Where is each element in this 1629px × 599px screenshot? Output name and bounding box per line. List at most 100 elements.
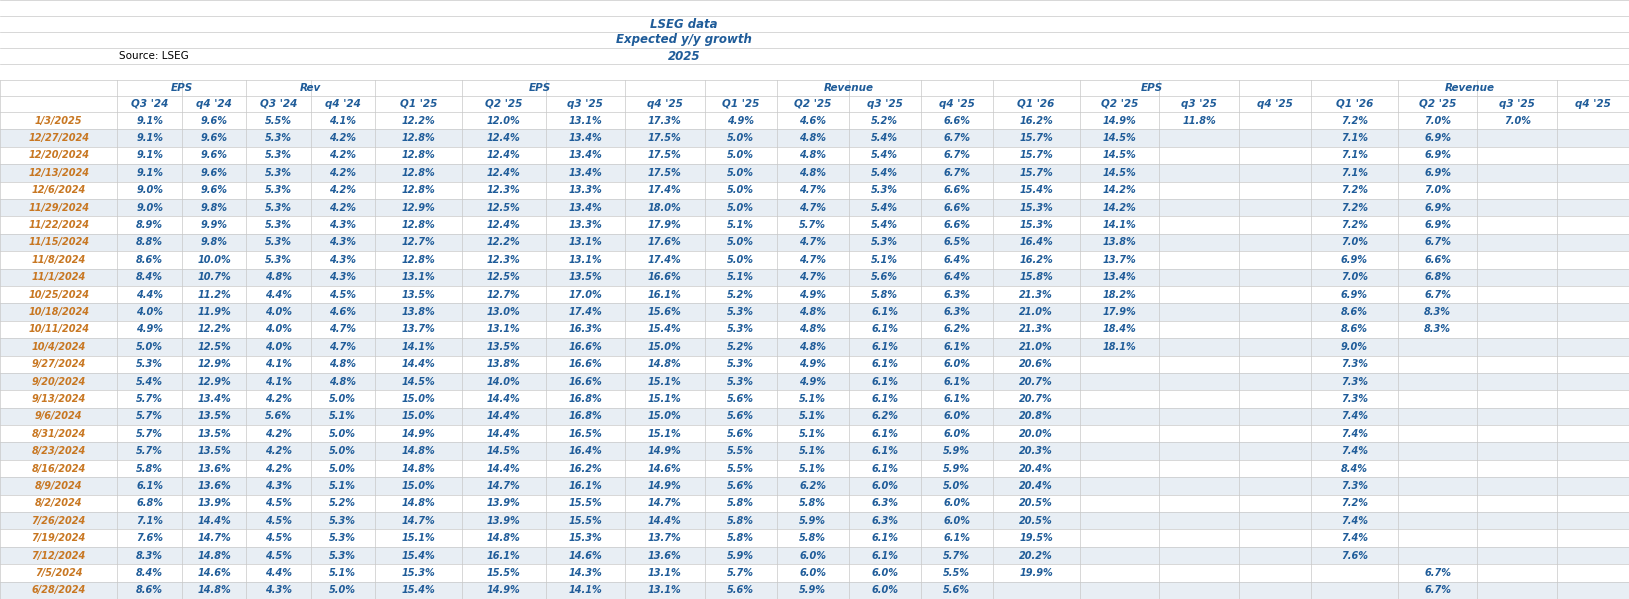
Text: 5.3%: 5.3% xyxy=(727,359,754,369)
Text: 4.6%: 4.6% xyxy=(800,116,826,126)
Text: 6.9%: 6.9% xyxy=(1424,168,1451,178)
Text: 15.7%: 15.7% xyxy=(1020,150,1052,161)
Text: 16.1%: 16.1% xyxy=(569,481,603,491)
Text: 16.1%: 16.1% xyxy=(487,550,521,561)
Text: 6.8%: 6.8% xyxy=(137,498,163,509)
Text: Revenue: Revenue xyxy=(824,83,873,93)
Text: 8/2/2024: 8/2/2024 xyxy=(34,498,83,509)
Text: 6.3%: 6.3% xyxy=(943,307,969,317)
Text: 17.5%: 17.5% xyxy=(648,133,681,143)
Text: 16.1%: 16.1% xyxy=(648,290,681,300)
Text: Q2 '25: Q2 '25 xyxy=(485,99,523,109)
Bar xyxy=(0,530,1629,547)
Text: 12.0%: 12.0% xyxy=(487,116,521,126)
Text: 5.0%: 5.0% xyxy=(727,237,754,247)
Text: 14.8%: 14.8% xyxy=(648,359,681,369)
Text: 14.6%: 14.6% xyxy=(648,464,681,474)
Text: 9.1%: 9.1% xyxy=(137,116,163,126)
Text: 5.3%: 5.3% xyxy=(266,220,292,230)
Text: 2025: 2025 xyxy=(668,50,700,62)
Text: 7.3%: 7.3% xyxy=(1341,481,1368,491)
Text: 6.9%: 6.9% xyxy=(1424,150,1451,161)
Text: 7/5/2024: 7/5/2024 xyxy=(34,568,83,578)
Text: 9.8%: 9.8% xyxy=(200,202,228,213)
Text: 6.8%: 6.8% xyxy=(1424,272,1451,282)
Text: 7.0%: 7.0% xyxy=(1504,116,1531,126)
Text: 13.8%: 13.8% xyxy=(1103,237,1137,247)
Text: 13.6%: 13.6% xyxy=(197,464,231,474)
Text: 6.7%: 6.7% xyxy=(1424,290,1451,300)
Text: 6.1%: 6.1% xyxy=(872,394,898,404)
Text: 14.7%: 14.7% xyxy=(197,533,231,543)
Bar xyxy=(0,582,1629,599)
Text: 4.0%: 4.0% xyxy=(266,325,292,334)
Text: 13.5%: 13.5% xyxy=(402,290,435,300)
Text: 5.8%: 5.8% xyxy=(800,498,826,509)
Text: 5.4%: 5.4% xyxy=(872,150,898,161)
Text: 5.7%: 5.7% xyxy=(137,429,163,439)
Text: 10/25/2024: 10/25/2024 xyxy=(28,290,90,300)
Bar xyxy=(0,391,1629,408)
Text: 5.6%: 5.6% xyxy=(727,429,754,439)
Text: 20.8%: 20.8% xyxy=(1020,412,1052,421)
Text: 4.8%: 4.8% xyxy=(800,133,826,143)
Text: 5.4%: 5.4% xyxy=(137,377,163,386)
Text: 6.2%: 6.2% xyxy=(943,325,969,334)
Text: 21.3%: 21.3% xyxy=(1020,325,1052,334)
Text: 14.4%: 14.4% xyxy=(487,429,521,439)
Text: 14.3%: 14.3% xyxy=(569,568,603,578)
Text: 14.9%: 14.9% xyxy=(487,585,521,595)
Text: 18.1%: 18.1% xyxy=(1103,342,1137,352)
Text: 14.8%: 14.8% xyxy=(402,464,435,474)
Text: 15.4%: 15.4% xyxy=(648,325,681,334)
Text: 8/23/2024: 8/23/2024 xyxy=(31,446,86,456)
Text: 10.0%: 10.0% xyxy=(197,255,231,265)
Bar xyxy=(0,96,1629,112)
Text: 13.4%: 13.4% xyxy=(197,394,231,404)
Text: 4.8%: 4.8% xyxy=(800,150,826,161)
Text: 12.5%: 12.5% xyxy=(487,202,521,213)
Text: 12.4%: 12.4% xyxy=(487,220,521,230)
Text: 5.3%: 5.3% xyxy=(329,550,357,561)
Text: 6.9%: 6.9% xyxy=(1424,133,1451,143)
Text: 5.9%: 5.9% xyxy=(800,585,826,595)
Text: 7.1%: 7.1% xyxy=(1341,168,1368,178)
Text: 13.6%: 13.6% xyxy=(648,550,681,561)
Text: 7.1%: 7.1% xyxy=(1341,150,1368,161)
Text: 12.5%: 12.5% xyxy=(197,342,231,352)
Text: 11/8/2024: 11/8/2024 xyxy=(31,255,86,265)
Text: 6.7%: 6.7% xyxy=(943,150,969,161)
Text: 13.5%: 13.5% xyxy=(487,342,521,352)
Text: 14.8%: 14.8% xyxy=(197,550,231,561)
Bar xyxy=(0,564,1629,582)
Text: 15.0%: 15.0% xyxy=(402,412,435,421)
Text: 21.0%: 21.0% xyxy=(1020,307,1052,317)
Text: 5.6%: 5.6% xyxy=(266,412,292,421)
Bar xyxy=(0,164,1629,181)
Text: 4.7%: 4.7% xyxy=(800,237,826,247)
Text: 7.4%: 7.4% xyxy=(1341,412,1368,421)
Text: 4.8%: 4.8% xyxy=(329,377,357,386)
Bar xyxy=(0,477,1629,495)
Text: 13.5%: 13.5% xyxy=(197,446,231,456)
Text: 4.4%: 4.4% xyxy=(137,290,163,300)
Text: 14.5%: 14.5% xyxy=(1103,150,1137,161)
Text: 6.0%: 6.0% xyxy=(943,516,969,526)
Text: 15.5%: 15.5% xyxy=(487,568,521,578)
Bar xyxy=(0,216,1629,234)
Text: 6.7%: 6.7% xyxy=(1424,568,1451,578)
Text: 6.7%: 6.7% xyxy=(1424,237,1451,247)
Text: 20.4%: 20.4% xyxy=(1020,464,1052,474)
Text: 5.0%: 5.0% xyxy=(727,150,754,161)
Text: 13.4%: 13.4% xyxy=(569,202,603,213)
Text: q3 '25: q3 '25 xyxy=(1181,99,1217,109)
Text: Q1 '25: Q1 '25 xyxy=(401,99,437,109)
Text: 4.2%: 4.2% xyxy=(329,202,357,213)
Text: 8/31/2024: 8/31/2024 xyxy=(31,429,86,439)
Text: 5.3%: 5.3% xyxy=(266,255,292,265)
Text: 4.3%: 4.3% xyxy=(266,481,292,491)
Text: 17.4%: 17.4% xyxy=(648,185,681,195)
Text: q3 '25: q3 '25 xyxy=(867,99,902,109)
Text: 5.1%: 5.1% xyxy=(800,464,826,474)
Text: 6.7%: 6.7% xyxy=(943,168,969,178)
